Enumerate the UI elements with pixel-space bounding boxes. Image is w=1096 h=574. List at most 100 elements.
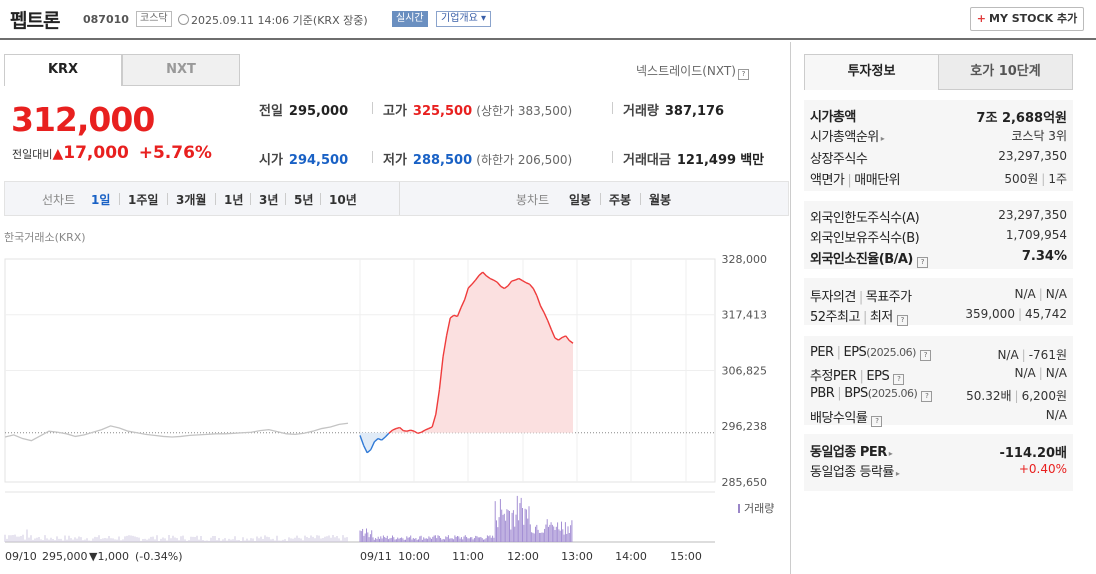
up-arrow-icon: ▲ (52, 146, 64, 162)
group-valuation (804, 336, 1073, 425)
info-row-label: 외국인소진율(B/A)? (810, 248, 928, 268)
divider: | (1017, 307, 1022, 321)
candle-daily[interactable]: 일봉 (569, 193, 592, 207)
market-badge: 코스닥 (136, 11, 172, 27)
period-5y[interactable]: 5년 (294, 193, 314, 207)
price-segment (525, 282, 530, 285)
price-segment (435, 389, 441, 415)
divider (612, 102, 613, 114)
info-row: 상장주식수 23,297,350 (804, 146, 1073, 167)
info-value-primary: -114.20배 (999, 446, 1067, 461)
corp-info-button[interactable]: 기업개요 ▾ (436, 11, 491, 27)
stock-code: 087010 (83, 13, 129, 26)
candle-weekly[interactable]: 주봉 (609, 193, 632, 207)
prev-day-line (4, 422, 349, 442)
info-key-secondary: 매매단위 (854, 173, 901, 188)
info-row: PER | EPS(2025.06)? N/A | -761원 (804, 343, 1073, 363)
info-key: 배당수익률 (810, 411, 868, 426)
info-row: 액면가 | 매매단위 500원 | 1주 (804, 167, 1073, 188)
price-segment (500, 285, 505, 290)
price-segment (456, 307, 462, 317)
info-value-secondary: 45,742 (1025, 307, 1067, 321)
right-panel: 투자정보 호가 10단계 시가총액 7조 2,688억원 시가총액순위 ▸ 코스닥 3위… (790, 42, 1096, 574)
period-1y[interactable]: 1년 (224, 193, 244, 207)
stock-header: 펩트론 087010 코스닥 2025.09.11 14:06 기준(KRX 장… (0, 0, 1096, 40)
group-market-cap (804, 100, 1073, 191)
change-label: 전일대비 (12, 148, 53, 161)
info-row-label: 시가총액 (810, 106, 856, 125)
price-segment (366, 449, 372, 454)
help-icon[interactable]: ? (871, 416, 883, 427)
info-value-primary: 359,000 (965, 307, 1015, 321)
info-key: 외국인한도주식수(A) (810, 211, 920, 226)
open-price: 시가 294,500 (259, 149, 348, 168)
low-price: 저가 288,500 (하한가 206,500) (383, 149, 572, 168)
info-row-label[interactable]: 시가총액순위 ▸ (810, 126, 885, 145)
y-tick-label: 306,825 (722, 365, 768, 378)
prev-close: 전일 295,000 (259, 100, 348, 119)
info-value: N/A | N/A (1014, 287, 1067, 301)
info-value-primary: N/A (1014, 287, 1036, 301)
x-tick-label: 15:00 (670, 550, 702, 563)
help-icon[interactable]: ? (893, 374, 905, 385)
amount-value: 121,499 (676, 153, 737, 168)
price-segment (362, 445, 368, 454)
info-row-label[interactable]: 동일업종 등락률 ▸ (810, 461, 900, 480)
help-icon[interactable]: ? (737, 69, 749, 80)
volume-value: 387,176 (664, 104, 725, 119)
price-segment (413, 430, 419, 434)
period-3m[interactable]: 3개월 (176, 193, 207, 207)
info-row: 외국인한도주식수(A) 23,297,350 (804, 205, 1073, 226)
info-row: 외국인보유주식수(B) 1,709,954 (804, 225, 1073, 246)
price-segment (424, 427, 429, 431)
divider: | (847, 173, 852, 188)
group-foreign (804, 201, 1073, 269)
chart-grid (4, 258, 716, 483)
info-key: 상장주식수 (810, 152, 868, 167)
realtime-badge[interactable]: 실시간 (392, 11, 428, 27)
divider: | (858, 290, 863, 305)
nextrade-link[interactable]: 넥스트레이드(NXT)? (636, 62, 749, 80)
volume-label: 거래량 (623, 104, 659, 119)
price-segment (547, 320, 552, 330)
info-value-primary: 500원 (1004, 172, 1039, 186)
price-change: 전일대비▲17,000 +5.76% (12, 143, 212, 163)
info-key: 52주최고 (810, 310, 860, 325)
price-segment (384, 432, 390, 438)
help-icon[interactable]: ? (896, 315, 908, 326)
price-segment (482, 271, 487, 277)
help-icon[interactable]: ? (916, 257, 928, 268)
tab-krx[interactable]: KRX (4, 54, 122, 86)
price-segment (554, 337, 559, 341)
period-1w[interactable]: 1주일 (128, 193, 159, 207)
help-icon[interactable]: ? (919, 350, 931, 361)
candle-monthly[interactable]: 월봉 (649, 193, 672, 207)
info-row: 외국인소진율(B/A)? 7.34% (804, 246, 1073, 268)
help-icon[interactable]: ? (921, 391, 933, 402)
lower-limit: (하한가 206,500) (476, 153, 573, 167)
tab-nxt[interactable]: NXT (122, 54, 240, 86)
info-value: 1,709,954 (1006, 228, 1067, 242)
price-segment (438, 356, 444, 390)
price-segment (445, 317, 451, 336)
volume-bars: 거래량 (4, 491, 774, 543)
period-3y[interactable]: 3년 (259, 193, 279, 207)
info-key-secondary: BPS (844, 386, 868, 401)
chart-lines (4, 271, 574, 454)
info-row-label[interactable]: 동일업종 PER ▸ (810, 441, 893, 460)
chevron-right-icon: ▸ (888, 449, 893, 458)
info-key: 동일업종 등락률 (810, 465, 894, 480)
down-area (360, 432, 573, 453)
period-10y[interactable]: 10년 (329, 193, 357, 207)
tab-order-book[interactable]: 호가 10단계 (938, 54, 1073, 90)
period-1d[interactable]: 1일 (91, 193, 111, 207)
price-segment (395, 426, 400, 430)
info-row: 동일업종 PER ▸ -114.20배 (804, 439, 1073, 461)
price-segment (503, 285, 509, 290)
info-key-secondary: EPS (866, 369, 890, 384)
info-key-date: (2025.06) (866, 346, 916, 359)
tab-investment-info[interactable]: 투자정보 (804, 54, 939, 90)
add-my-stock-button[interactable]: + MY STOCK 추가 (970, 7, 1084, 31)
info-key: 외국인보유주식수(B) (810, 231, 920, 246)
